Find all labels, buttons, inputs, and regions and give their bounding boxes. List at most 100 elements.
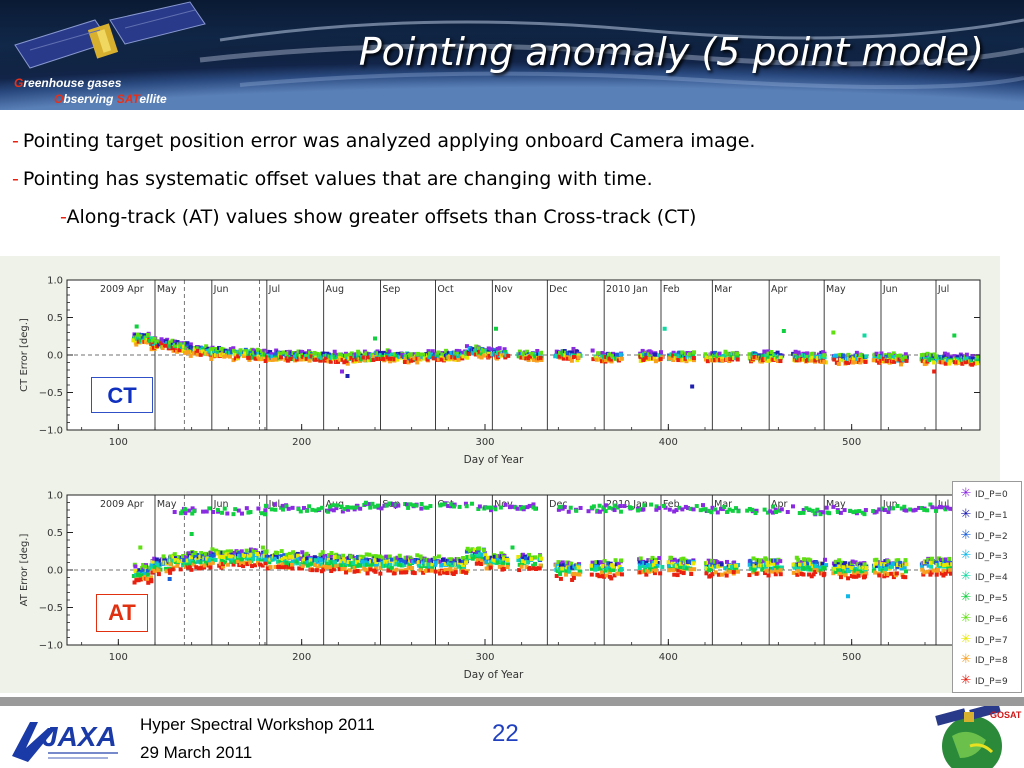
data-point [534, 566, 539, 571]
data-point [225, 549, 230, 554]
legend-item: ✳ ID_P=5 [957, 588, 1008, 608]
y-tick-label: 0.5 [47, 313, 63, 324]
data-point [681, 571, 686, 576]
data-point [399, 563, 404, 568]
data-point [190, 506, 195, 511]
data-point [488, 565, 493, 570]
data-point [948, 359, 953, 364]
data-point [220, 564, 225, 569]
y-tick-label: 0.5 [47, 528, 63, 539]
data-point [333, 560, 338, 565]
data-point [941, 568, 946, 573]
data-point [428, 504, 433, 509]
y-tick-label: −0.5 [39, 603, 63, 614]
data-point [903, 558, 908, 563]
data-point [689, 571, 694, 576]
data-point [611, 353, 616, 358]
data-point [388, 568, 393, 573]
data-point [538, 563, 543, 568]
data-point [655, 563, 660, 568]
data-point [341, 553, 346, 558]
month-label: Nov [494, 284, 513, 295]
data-point [800, 560, 805, 565]
data-point [205, 349, 210, 354]
data-point [644, 352, 649, 357]
data-point [168, 570, 173, 575]
data-point [886, 358, 891, 363]
data-point [440, 352, 445, 357]
data-point [329, 560, 334, 565]
data-point [183, 507, 188, 512]
data-point [612, 573, 617, 578]
data-point [851, 356, 856, 361]
data-point [264, 554, 269, 559]
data-point [791, 570, 796, 575]
data-point [833, 563, 838, 568]
data-point [720, 356, 725, 361]
data-point [850, 559, 855, 564]
data-point [260, 563, 265, 568]
data-point [785, 510, 790, 515]
data-point [196, 559, 201, 564]
data-point [653, 557, 658, 562]
y-tick-label: 1.0 [47, 491, 63, 502]
data-point [731, 570, 736, 575]
data-point [963, 360, 968, 365]
data-point [239, 561, 244, 566]
data-point [344, 570, 349, 575]
month-label: Apr [771, 284, 788, 295]
data-point [524, 349, 529, 354]
data-point [698, 508, 703, 513]
data-point [713, 564, 718, 569]
y-tick-label: −0.5 [39, 388, 63, 399]
data-point [557, 505, 562, 510]
data-point [768, 509, 773, 514]
data-point [251, 557, 256, 562]
data-point [761, 559, 766, 564]
data-point [286, 564, 291, 569]
data-point [795, 572, 800, 577]
data-point [837, 564, 842, 569]
data-point [947, 556, 952, 561]
data-point [170, 567, 175, 572]
data-point [397, 560, 402, 565]
legend-label: ID_P=0 [975, 490, 1008, 500]
data-point [220, 562, 225, 567]
data-point [895, 562, 900, 567]
data-point [913, 507, 918, 512]
data-point [533, 506, 538, 511]
data-point [133, 564, 138, 569]
data-point [334, 552, 339, 557]
data-point [420, 354, 425, 359]
data-point [315, 566, 320, 571]
data-point [419, 506, 424, 511]
data-point [713, 562, 718, 567]
data-point [938, 354, 943, 359]
data-point [747, 506, 752, 511]
data-point [713, 559, 718, 564]
data-point [797, 560, 802, 565]
data-point [574, 566, 579, 571]
data-point [408, 502, 413, 507]
data-point [233, 507, 238, 512]
data-point [156, 568, 161, 573]
data-point [280, 562, 285, 567]
data-point [769, 349, 774, 354]
data-point [390, 557, 395, 562]
data-point [497, 564, 502, 569]
data-point [308, 558, 313, 563]
data-point [704, 561, 709, 566]
data-point [835, 509, 840, 514]
data-point [217, 554, 222, 559]
data-point [972, 361, 977, 366]
data-point [282, 555, 287, 560]
data-point [448, 566, 453, 571]
data-point [838, 510, 843, 515]
data-point [347, 568, 352, 573]
data-point [310, 568, 315, 573]
data-point [336, 555, 341, 560]
data-point [692, 350, 697, 355]
data-point [319, 562, 324, 567]
data-point [917, 505, 922, 510]
data-point [161, 338, 166, 343]
